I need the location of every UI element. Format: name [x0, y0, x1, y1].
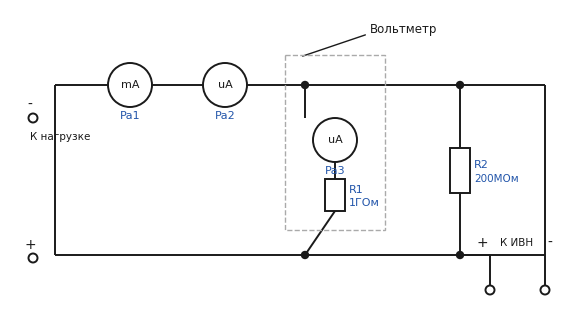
Circle shape — [456, 82, 464, 89]
Circle shape — [302, 251, 308, 258]
Bar — [325, 179, 345, 211]
Text: -: - — [28, 98, 32, 112]
Circle shape — [29, 253, 38, 262]
Text: Вольтметр: Вольтметр — [370, 24, 437, 37]
Circle shape — [203, 63, 247, 107]
Text: +: + — [24, 238, 36, 252]
Circle shape — [540, 285, 550, 294]
Text: К ИВН: К ИВН — [500, 238, 533, 248]
Text: 200МОм: 200МОм — [474, 174, 519, 184]
Text: +: + — [476, 236, 488, 250]
Circle shape — [302, 82, 308, 89]
Circle shape — [108, 63, 152, 107]
Text: 1ГОм: 1ГОм — [349, 198, 380, 208]
Circle shape — [485, 285, 495, 294]
Text: R2: R2 — [474, 160, 489, 170]
Bar — [450, 148, 470, 192]
Bar — [285, 55, 385, 230]
Text: К нагрузке: К нагрузке — [30, 132, 90, 142]
Text: Ра3: Ра3 — [325, 166, 345, 176]
Text: -: - — [547, 236, 553, 250]
Text: R1: R1 — [349, 185, 364, 195]
Text: Ра2: Ра2 — [214, 111, 236, 121]
Circle shape — [29, 114, 38, 123]
Circle shape — [456, 251, 464, 258]
Text: uA: uA — [217, 80, 233, 90]
Text: Ра1: Ра1 — [120, 111, 140, 121]
Text: uA: uA — [328, 135, 342, 145]
Text: mA: mA — [121, 80, 139, 90]
Circle shape — [313, 118, 357, 162]
